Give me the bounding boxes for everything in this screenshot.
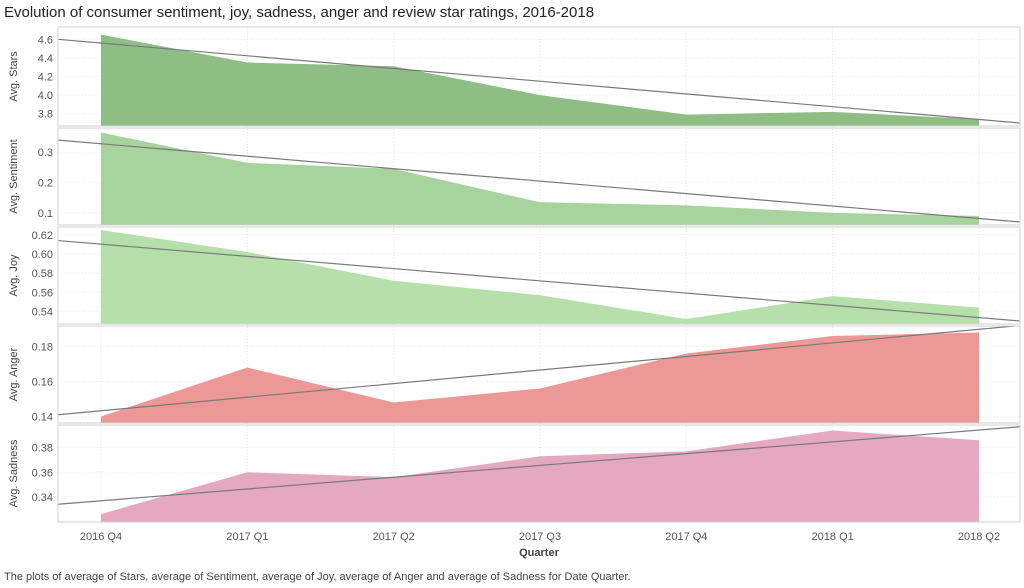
y-tick-label: 0.62 (32, 230, 53, 242)
y-tick-label: 0.3 (38, 147, 53, 159)
panel-frame (57, 424, 1021, 523)
panel-frame (57, 127, 1021, 226)
panel-frame (57, 26, 1021, 127)
trend-line (58, 239, 1020, 322)
y-axis-label: Avg. Sadness (8, 439, 20, 507)
y-tick-label: 0.56 (32, 287, 53, 299)
trend-line (58, 326, 1020, 416)
area-series (101, 132, 979, 225)
y-tick-label: 4.6 (38, 34, 53, 46)
area-series (101, 332, 979, 423)
y-tick-label: 0.1 (38, 208, 53, 220)
y-tick-label: 0.34 (32, 492, 53, 504)
y-tick-label: 0.2 (38, 178, 53, 190)
chart-title: Evolution of consumer sentiment, joy, sa… (4, 4, 595, 21)
area-series (101, 34, 979, 126)
y-tick-label: 0.58 (32, 268, 53, 280)
x-tick-label: 2017 Q4 (665, 531, 707, 543)
area-series (101, 430, 979, 522)
trend-line (58, 139, 1020, 223)
x-tick-label: 2017 Q1 (226, 531, 268, 543)
y-axis-label: Avg. Sentiment (8, 139, 20, 213)
y-tick-label: 4.0 (38, 90, 53, 102)
x-tick-label: 2017 Q2 (373, 531, 415, 543)
panel-frame (57, 226, 1021, 325)
x-tick-label: 2017 Q3 (519, 531, 561, 543)
x-tick-label: 2016 Q4 (80, 531, 122, 543)
y-axis-label: Avg. Joy (8, 254, 20, 296)
y-tick-label: 0.36 (32, 467, 53, 479)
area-series (101, 230, 979, 324)
y-tick-label: 0.14 (32, 412, 53, 424)
chart-caption: The plots of average of Stars, average o… (4, 571, 631, 583)
y-tick-label: 0.16 (32, 377, 53, 389)
panel-frame (57, 325, 1021, 424)
y-tick-label: 0.38 (32, 443, 53, 455)
y-tick-label: 4.2 (38, 72, 53, 84)
y-axis-label: Avg. Anger (8, 347, 20, 401)
trend-line (58, 426, 1020, 505)
y-tick-label: 0.18 (32, 342, 53, 354)
x-axis-label: Quarter (519, 547, 559, 559)
x-tick-label: 2018 Q1 (812, 531, 854, 543)
y-tick-label: 3.8 (38, 109, 53, 121)
y-axis-label: Avg. Stars (8, 51, 20, 102)
trend-line (58, 38, 1020, 124)
y-tick-label: 0.60 (32, 249, 53, 261)
y-tick-label: 0.54 (32, 306, 53, 318)
y-tick-label: 4.4 (38, 53, 53, 65)
x-tick-label: 2018 Q2 (958, 531, 1000, 543)
